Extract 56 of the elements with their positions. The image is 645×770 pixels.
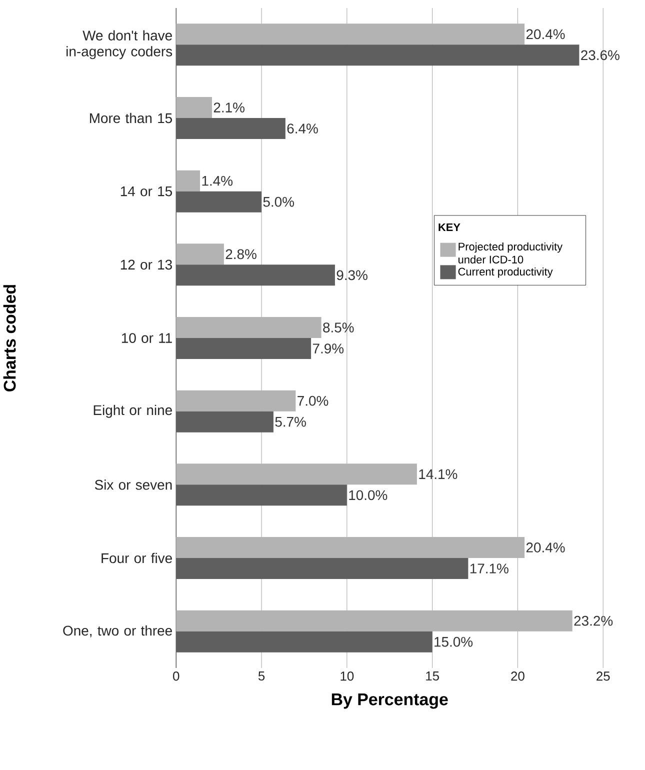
data-label: 5.0% [263, 196, 294, 207]
y-tick-label: More than 15 [90, 112, 172, 124]
legend-label: Current productivity [458, 268, 553, 278]
data-label: 10.0% [349, 490, 388, 500]
bar [176, 338, 311, 360]
y-tick-label: Eight or nine [94, 404, 172, 418]
y-tick-label: One, two or three [63, 625, 172, 638]
bar [176, 317, 322, 338]
x-tick-label: 0 [172, 672, 180, 681]
bar [176, 484, 347, 506]
data-label: 6.4% [287, 124, 318, 134]
bar [176, 390, 296, 412]
legend-label: Projected productivity under ICD-10 [458, 242, 562, 264]
x-tick-label: 10 [340, 672, 354, 681]
bar [176, 264, 335, 286]
data-label: 17.1% [470, 564, 508, 574]
data-label: 15.0% [434, 636, 473, 647]
bar [176, 464, 417, 485]
y-tick-label: Six or seven [94, 480, 172, 490]
data-label: 20.4% [526, 29, 565, 40]
x-tick-label: 20 [511, 672, 524, 681]
bar [176, 411, 274, 432]
bar [176, 191, 262, 212]
bar [176, 170, 200, 192]
data-label: 8.5% [323, 322, 354, 332]
x-tick-label: 25 [596, 672, 610, 681]
y-tick-label: 12 or 13 [120, 260, 172, 270]
x-tick-label: 15 [426, 672, 439, 681]
data-label: 5.7% [275, 416, 306, 427]
y-axis-title: Charts coded [3, 285, 16, 392]
bar [176, 118, 286, 140]
data-label: 23.2% [574, 616, 613, 626]
data-label: 9.3% [336, 270, 368, 280]
data-label: 2.1% [214, 102, 244, 112]
data-label: 7.0% [298, 396, 328, 406]
bar [176, 244, 224, 265]
data-label: 14.1% [419, 469, 458, 480]
x-axis-title: By Percentage [332, 694, 448, 709]
y-tick-label: Four or five [102, 552, 172, 564]
y-tick-label: 14 or 15 [120, 186, 172, 196]
legend-title: KEY [438, 223, 460, 231]
bar [176, 558, 468, 580]
bar [176, 537, 524, 558]
data-label: 23.6% [581, 50, 620, 60]
data-label: 20.4% [526, 542, 565, 552]
x-tick-label: 5 [258, 672, 265, 681]
bar [176, 610, 572, 632]
bar [176, 97, 212, 118]
data-label: 1.4% [202, 176, 232, 186]
y-tick-label: We don't have in-agency coders [66, 30, 172, 60]
y-tick-label: 10 or 11 [122, 333, 172, 343]
data-label: 7.9% [312, 344, 344, 354]
bar [176, 631, 432, 652]
data-label: 2.8% [226, 249, 256, 260]
bar [176, 44, 580, 66]
bar [176, 24, 524, 45]
